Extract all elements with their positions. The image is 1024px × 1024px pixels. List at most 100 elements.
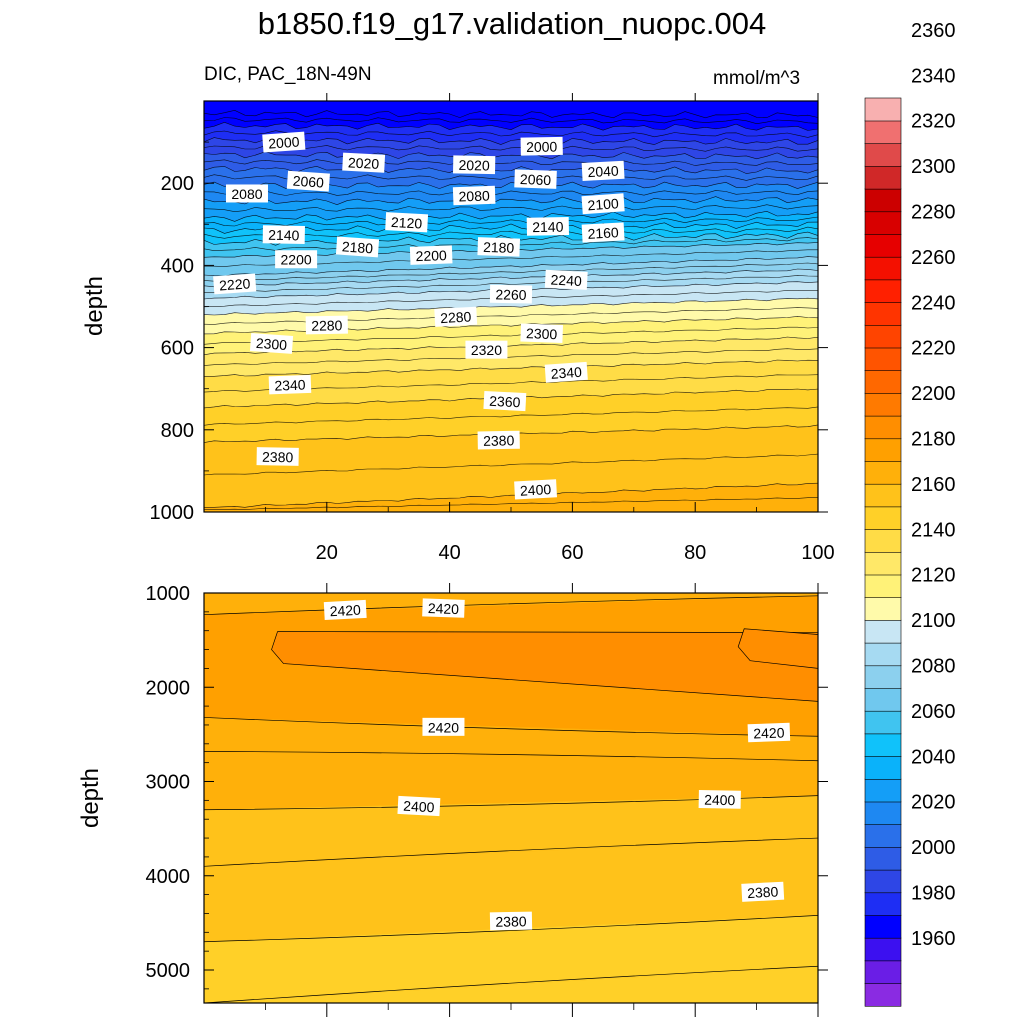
svg-text:2380: 2380: [262, 449, 294, 466]
colorbar-swatch: [865, 893, 901, 916]
colorbar-tick-label: 2100: [911, 610, 956, 632]
upper-contour-label: 2080: [453, 186, 496, 205]
colorbar-swatch: [865, 507, 901, 530]
svg-text:2000: 2000: [268, 134, 300, 152]
lower-y-tick-label: 2000: [146, 677, 191, 699]
upper-contour-label: 2020: [342, 153, 385, 173]
svg-text:2080: 2080: [231, 186, 262, 202]
svg-text:2300: 2300: [526, 325, 558, 342]
colorbar-tick-label: 2180: [911, 429, 956, 451]
upper-contour-label: 2340: [545, 362, 588, 383]
svg-text:2180: 2180: [341, 238, 373, 256]
colorbar-swatch: [865, 234, 901, 257]
colorbar-swatch: [865, 189, 901, 212]
upper-contour-label: 2100: [582, 193, 625, 214]
upper-contour-label: 2280: [306, 316, 348, 335]
upper-contour-label: 2200: [275, 250, 317, 268]
upper-contour-label: 2240: [545, 270, 588, 290]
upper-contour-label: 2200: [410, 245, 453, 264]
upper-contour-label: 2060: [514, 169, 557, 188]
colorbar-swatch: [865, 915, 901, 938]
colorbar-tick-label: 2140: [911, 519, 956, 541]
svg-text:2200: 2200: [281, 252, 312, 268]
svg-text:2400: 2400: [403, 798, 435, 816]
lower-y-tick-label: 5000: [146, 960, 191, 982]
lower-contour-panel: 24202420242024202400240023802380 1000200…: [77, 583, 828, 1017]
upper-contour-label: 2000: [521, 137, 563, 156]
colorbar-swatch: [865, 847, 901, 870]
upper-contour-label: 2220: [213, 273, 256, 294]
svg-text:2280: 2280: [311, 317, 343, 334]
colorbar-swatch: [865, 688, 901, 711]
upper-y-tick-label: 400: [161, 255, 194, 277]
colorbar-swatch: [865, 756, 901, 779]
lower-contour-label: 2380: [741, 882, 784, 902]
colorbar-tick-label: 1980: [911, 883, 956, 905]
svg-text:2240: 2240: [550, 271, 582, 289]
colorbar-tick-label: 2020: [911, 792, 956, 814]
lower-contour-label: 2420: [324, 600, 367, 620]
upper-contour-label: 2340: [269, 375, 312, 394]
colorbar-swatch: [865, 302, 901, 325]
colorbar-swatch: [865, 824, 901, 847]
upper-x-tick-label: 40: [438, 542, 460, 564]
upper-x-tick-label: 100: [801, 542, 834, 564]
svg-text:2060: 2060: [292, 173, 324, 191]
colorbar-swatch: [865, 484, 901, 507]
upper-contour-panel: 2000202020202000204020602060208020802100…: [81, 93, 835, 564]
lower-contour-label: 2400: [699, 790, 741, 809]
colorbar-swatch: [865, 666, 901, 689]
colorbar-swatch: [865, 870, 901, 893]
upper-contour-label: 2040: [582, 161, 625, 181]
upper-contour-label: 2180: [336, 236, 379, 257]
colorbar-swatch: [865, 416, 901, 439]
colorbar-swatch: [865, 529, 901, 552]
colorbar-tick-label: 2200: [911, 383, 956, 405]
svg-text:2080: 2080: [458, 187, 490, 204]
lower-contour-label: 2420: [748, 723, 791, 742]
upper-contour-label: 2300: [250, 333, 293, 354]
upper-y-axis-label: depth: [81, 276, 108, 336]
svg-text:2160: 2160: [587, 224, 619, 242]
upper-x-tick-label: 20: [316, 542, 338, 564]
upper-contour-label: 2120: [385, 212, 428, 232]
svg-text:2100: 2100: [587, 195, 619, 213]
colorbar-swatch: [865, 280, 901, 303]
upper-contour-label: 2180: [477, 237, 520, 256]
colorbar-swatch: [865, 325, 901, 348]
colorbar-swatch: [865, 348, 901, 371]
upper-contour-label: 2320: [465, 341, 507, 359]
upper-contour-label: 2160: [582, 222, 625, 242]
colorbar-tick-label: 2160: [911, 474, 956, 496]
colorbar-tick-label: 2300: [911, 156, 956, 178]
svg-text:2320: 2320: [471, 342, 502, 358]
svg-text:2040: 2040: [587, 163, 619, 181]
svg-text:2420: 2420: [428, 719, 459, 735]
colorbar-swatch: [865, 393, 901, 416]
figure-canvas: 2000202020202000204020602060208020802100…: [0, 0, 1024, 1024]
upper-contour-label: 2020: [453, 155, 495, 174]
colorbar-swatch: [865, 552, 901, 575]
colorbar-tick-label: 1960: [911, 928, 956, 950]
colorbar-swatch: [865, 121, 901, 144]
svg-text:2360: 2360: [489, 393, 521, 411]
colorbar-swatch: [865, 779, 901, 802]
upper-contour-label: 2300: [520, 323, 563, 342]
colorbar-swatch: [865, 461, 901, 484]
upper-contour-label: 2380: [478, 431, 520, 450]
svg-text:2020: 2020: [458, 157, 490, 174]
svg-text:2140: 2140: [532, 219, 564, 236]
lower-y-tick-label: 1000: [146, 583, 191, 605]
lower-contour-label: 2380: [490, 912, 532, 931]
svg-text:2400: 2400: [704, 792, 736, 809]
svg-text:2300: 2300: [255, 335, 287, 353]
colorbar-tick-label: 2320: [911, 111, 956, 133]
upper-y-tick-label: 200: [161, 173, 194, 195]
colorbar-tick-label: 2240: [911, 292, 956, 314]
colorbar-tick-label: 2040: [911, 746, 956, 768]
colorbar-swatch: [865, 98, 901, 121]
lower-y-axis-label: depth: [77, 768, 104, 828]
svg-text:2060: 2060: [520, 171, 552, 188]
colorbar-swatch: [865, 575, 901, 598]
upper-contour-label: 2280: [434, 307, 477, 327]
